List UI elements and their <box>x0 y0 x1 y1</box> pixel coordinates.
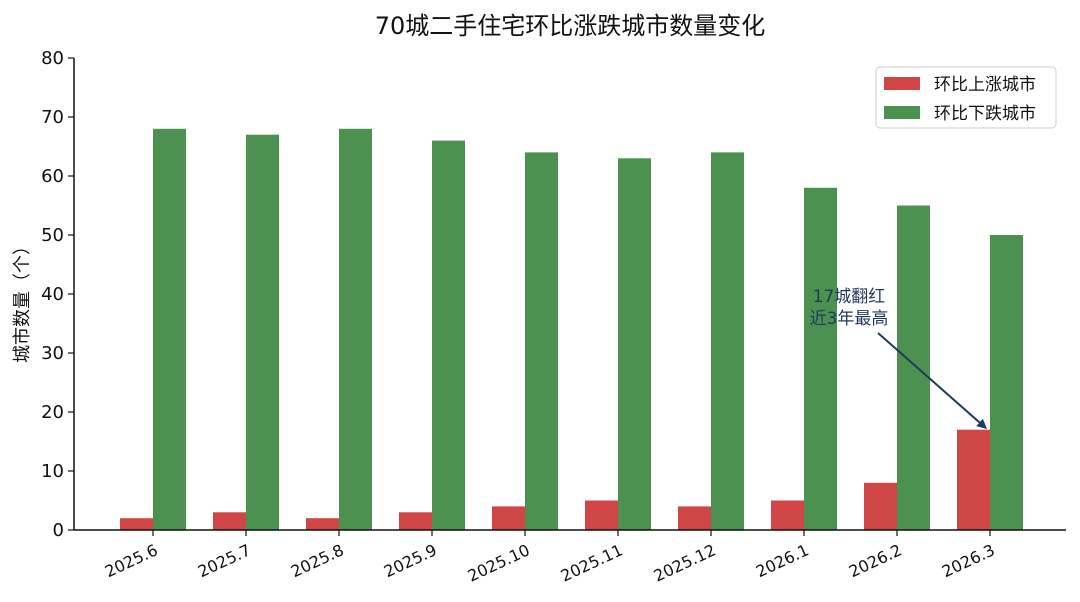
bar-up-2025.6 <box>120 518 153 530</box>
y-tick-label: 10 <box>41 461 64 482</box>
x-tick-label-2025.8: 2025.8 <box>288 540 347 581</box>
bar-up-2025.9 <box>399 512 432 530</box>
legend-swatch-down <box>884 106 920 119</box>
x-tick-label-2025.10: 2025.10 <box>465 540 533 585</box>
bar-up-2025.11 <box>585 500 618 530</box>
legend-label-up: 环比上涨城市 <box>934 75 1036 95</box>
bar-down-2026.3 <box>990 235 1023 530</box>
y-tick-label: 50 <box>41 225 64 246</box>
bar-down-2025.8 <box>339 128 372 531</box>
y-tick-label: 30 <box>41 343 64 364</box>
x-tick-label-2026.2: 2026.2 <box>846 540 905 581</box>
bar-down-2026.1 <box>804 187 837 531</box>
y-tick-label: 80 <box>41 48 64 69</box>
legend-label-down: 环比下跌城市 <box>934 104 1036 124</box>
bar-down-2025.7 <box>246 134 279 530</box>
bar-down-2026.2 <box>897 205 930 530</box>
bar-up-2025.12 <box>678 506 711 530</box>
x-tick-label-2025.6: 2025.6 <box>102 540 161 581</box>
bar-up-2026.1 <box>771 500 804 530</box>
bar-down-2025.12 <box>711 152 744 530</box>
y-tick-label: 0 <box>53 520 64 541</box>
x-tick-label-2026.3: 2026.3 <box>939 540 998 581</box>
x-axis-ticks: 2025.6 2025.7 2025.8 2025.9 2025.10 2025.11 20… <box>102 530 998 586</box>
legend-swatch-up <box>884 77 920 90</box>
bar-up-2025.8 <box>306 518 339 530</box>
bar-down-2025.6 <box>153 128 186 531</box>
y-tick-label: 40 <box>41 284 64 305</box>
bar-down-2025.11 <box>618 158 651 531</box>
y-axis-label: 城市数量（个） <box>12 237 33 363</box>
bar-up-2026.3 <box>957 429 990 530</box>
y-axis-ticks: 0 10 20 30 40 50 60 70 80 <box>41 48 74 541</box>
x-tick-label-2025.11: 2025.11 <box>558 540 626 585</box>
annotation-line-1: 17城翻红 <box>813 287 886 307</box>
y-tick-label: 60 <box>41 166 64 187</box>
annotation-arrow <box>877 332 988 430</box>
bar-up-2025.10 <box>492 506 525 530</box>
x-tick-label-2026.1: 2026.1 <box>753 540 812 581</box>
legend: 环比上涨城市 环比下跌城市 <box>875 66 1057 129</box>
legend-box <box>875 66 1057 129</box>
x-tick-label-2025.9: 2025.9 <box>381 540 440 581</box>
bar-up-2025.7 <box>213 512 246 530</box>
y-tick-label: 20 <box>41 402 64 423</box>
x-tick-label-2025.12: 2025.12 <box>651 540 719 585</box>
annotation-line-2: 近3年最高 <box>810 309 889 329</box>
y-tick-label: 70 <box>41 107 64 128</box>
bar-up-2026.2 <box>864 482 897 530</box>
chart-title: 70城二手住宅环比涨跌城市数量变化 <box>375 12 766 40</box>
annotation: 17城翻红 近3年最高 <box>810 287 988 430</box>
bar-down-2025.10 <box>525 152 558 530</box>
bar-down-2025.9 <box>432 140 465 530</box>
bars <box>120 128 1023 531</box>
x-tick-label-2025.7: 2025.7 <box>195 540 254 581</box>
